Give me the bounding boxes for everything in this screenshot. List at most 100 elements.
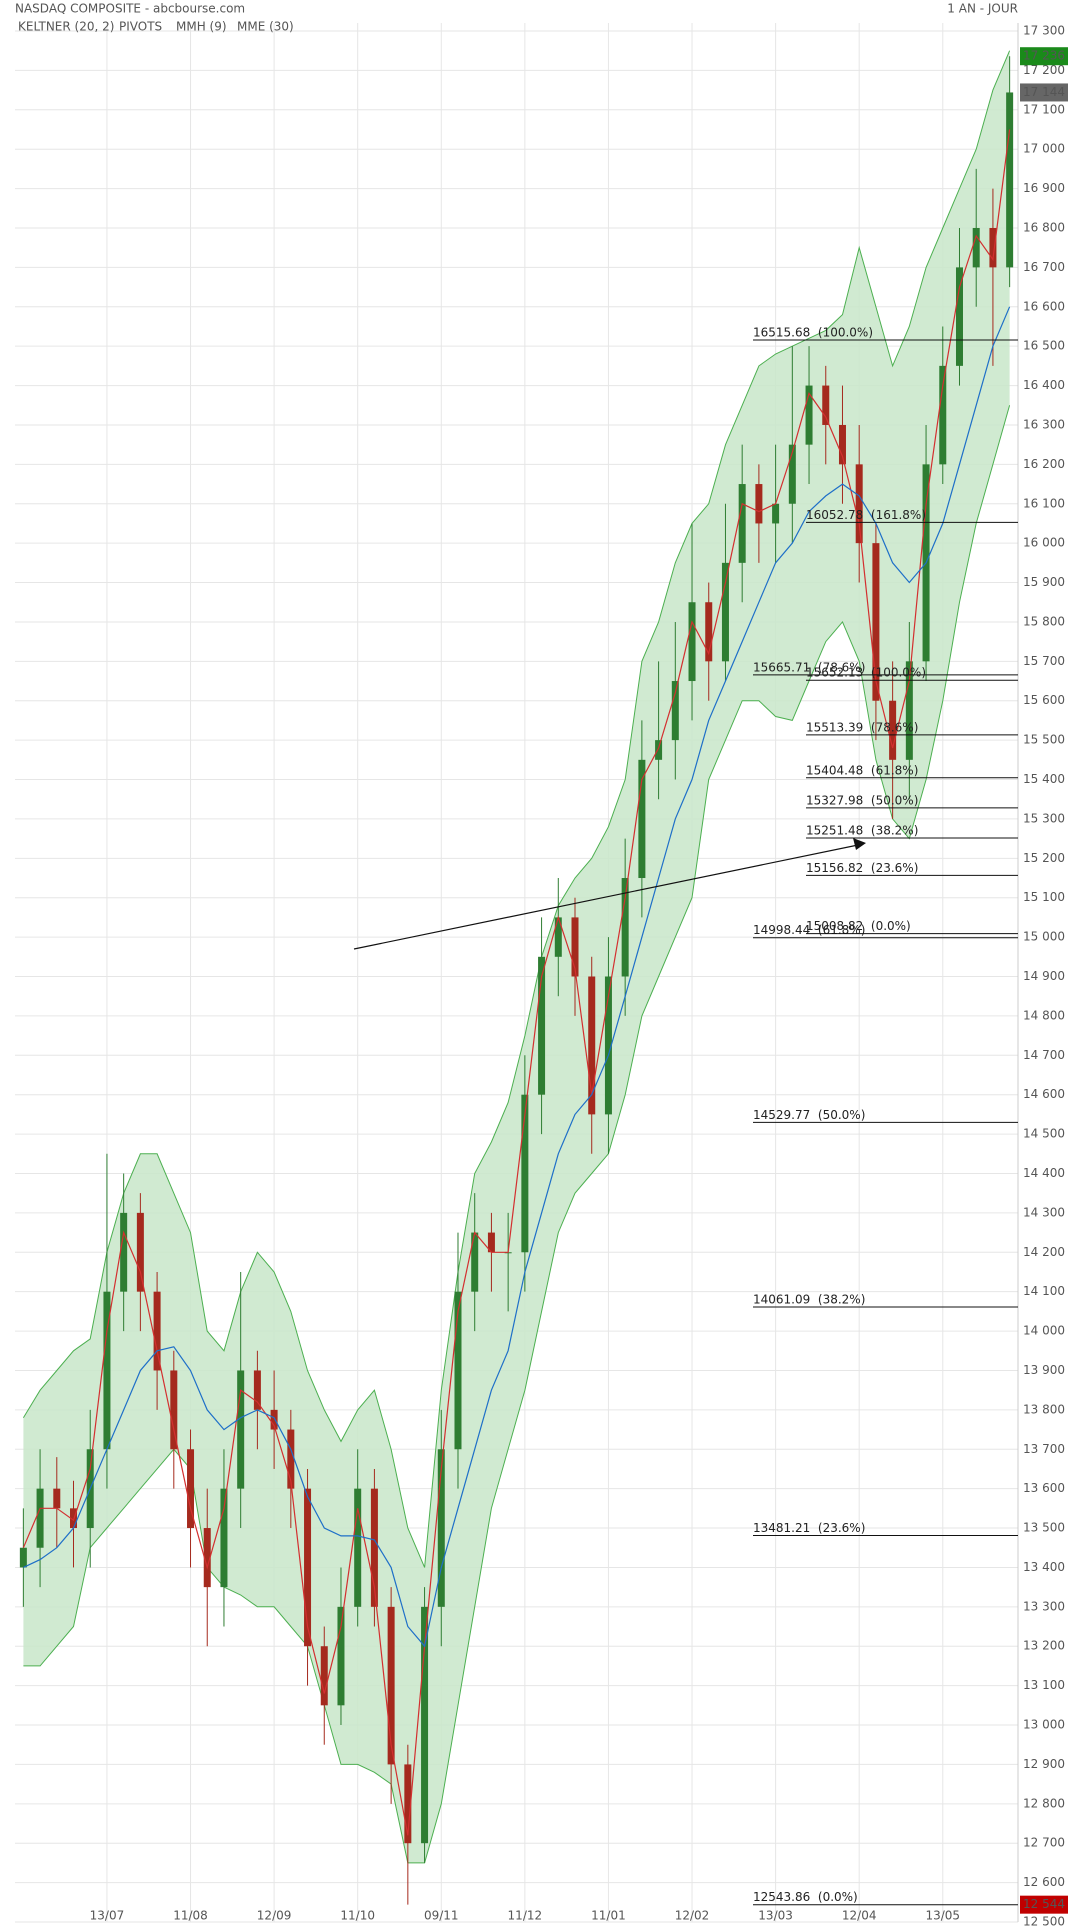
legend-entry: KELTNER (20, 2) [18, 20, 114, 34]
y-tick-label: 16 500 [1023, 339, 1065, 353]
candle-body [337, 1606, 345, 1706]
fib-label: 15513.39 (78.6%) [806, 720, 918, 734]
y-tick-label: 14 800 [1023, 1008, 1065, 1022]
y-tick-label: 14 200 [1023, 1245, 1065, 1259]
fib-label: 15665.71 (78.6%) [753, 660, 865, 674]
y-tick-label: 15 100 [1023, 890, 1065, 904]
candle-body [421, 1606, 429, 1844]
y-tick-label: 13 200 [1023, 1639, 1065, 1653]
fib-label: 15156.82 (23.6%) [806, 861, 918, 875]
legend-entry: PIVOTS [119, 20, 162, 34]
y-tick-label: 15 000 [1023, 930, 1065, 944]
fib-label: 16052.78 (161.8%) [806, 508, 926, 522]
candle-body [889, 700, 897, 760]
candle-body [220, 1488, 228, 1588]
candle-body [253, 1370, 261, 1410]
y-tick-label: 15 800 [1023, 614, 1065, 628]
moving-average [22, 129, 1011, 1836]
x-tick-label: 11/08 [173, 1909, 208, 1923]
x-tick-label: 11/12 [508, 1909, 543, 1923]
candle-body [755, 484, 763, 524]
keltner-band [23, 50, 1010, 1863]
y-tick-label: 16 100 [1023, 496, 1065, 510]
candle-body [638, 759, 646, 879]
candle-body [153, 1291, 161, 1371]
y-tick-label: 14 600 [1023, 1087, 1065, 1101]
x-tick-label: 11/01 [591, 1909, 626, 1923]
candle-body [838, 424, 846, 465]
y-tick-label: 17 200 [1023, 63, 1065, 77]
candle-body [855, 464, 863, 544]
x-tick-label: 12/02 [675, 1909, 710, 1923]
y-tick-label: 14 300 [1023, 1205, 1065, 1219]
candle-body [788, 444, 796, 504]
x-tick-label: 12/04 [842, 1909, 877, 1923]
candle-body [939, 365, 947, 465]
candle-body [989, 227, 997, 268]
price-tag [1020, 83, 1068, 102]
candle-body [70, 1508, 78, 1529]
candle-body [688, 602, 696, 682]
y-tick-label: 16 300 [1023, 417, 1065, 431]
candle-body [905, 661, 913, 760]
candle-body [571, 917, 579, 977]
y-tick-label: 14 100 [1023, 1284, 1065, 1298]
x-tick-label: 11/10 [340, 1909, 375, 1923]
y-tick-label: 12 600 [1023, 1875, 1065, 1889]
y-tick-label: 15 700 [1023, 654, 1065, 668]
y-tick-label: 14 900 [1023, 969, 1065, 983]
fib-label: 15008.82 (0.0%) [806, 919, 911, 933]
fib-label: 12543.86 (0.0%) [753, 1890, 858, 1904]
candle-body [387, 1606, 395, 1765]
candle-body [120, 1212, 128, 1292]
moving-average [23, 306, 1011, 1648]
y-tick-label: 16 700 [1023, 260, 1065, 274]
candle-body [955, 267, 963, 366]
y-tick-label: 12 900 [1023, 1757, 1065, 1771]
y-tick-label: 12 800 [1023, 1796, 1065, 1810]
y-tick-label: 15 300 [1023, 811, 1065, 825]
trend-arrowhead [853, 838, 866, 850]
y-tick-label: 16 000 [1023, 536, 1065, 550]
x-tick-label: 12/09 [257, 1909, 292, 1923]
y-tick-label: 15 600 [1023, 693, 1065, 707]
candle-body [805, 385, 813, 445]
candle-body [103, 1291, 111, 1450]
y-tick-label: 16 200 [1023, 457, 1065, 471]
y-tick-label: 14 000 [1023, 1324, 1065, 1338]
candle-body [370, 1488, 378, 1607]
candle-body [521, 1094, 529, 1253]
candle-body [320, 1646, 328, 1706]
annotation-layer: 12 500 12 600 12 700 12 800 12 900 13 000 13 1… [18, 20, 1068, 1929]
y-tick-label: 14 400 [1023, 1166, 1065, 1180]
x-tick-label: 13/05 [925, 1909, 960, 1923]
fib-label: 16515.68 (100.0%) [753, 325, 873, 339]
price-tag [1020, 1895, 1068, 1914]
y-tick-label: 17 000 [1023, 142, 1065, 156]
candle-body [721, 562, 729, 662]
candle-body [187, 1449, 195, 1529]
candle-body [554, 917, 562, 957]
candle-body [538, 956, 546, 1095]
fib-label: 15404.48 (61.8%) [806, 763, 918, 777]
y-tick-label: 17 300 [1023, 24, 1065, 38]
fib-label: 15251.48 (38.2%) [806, 824, 918, 838]
y-tick-label: 16 600 [1023, 299, 1065, 313]
x-tick-label: 13/07 [90, 1909, 125, 1923]
candle-body [404, 1764, 412, 1844]
candle-body [972, 227, 980, 268]
candle-body [772, 503, 780, 524]
candle-body [354, 1488, 362, 1607]
candle-body [437, 1449, 445, 1607]
y-tick-label: 15 500 [1023, 733, 1065, 747]
fib-label: 13481.21 (23.6%) [753, 1521, 865, 1535]
candle-body [604, 976, 612, 1115]
fib-label: 15327.98 (50.0%) [806, 793, 918, 807]
y-tick-label: 13 300 [1023, 1599, 1065, 1613]
candle-body [237, 1370, 245, 1489]
price-tag-label: 17 144 [1023, 85, 1065, 99]
x-tick-label: 09/11 [424, 1909, 459, 1923]
legend-entry: MMH (9) [176, 20, 227, 34]
